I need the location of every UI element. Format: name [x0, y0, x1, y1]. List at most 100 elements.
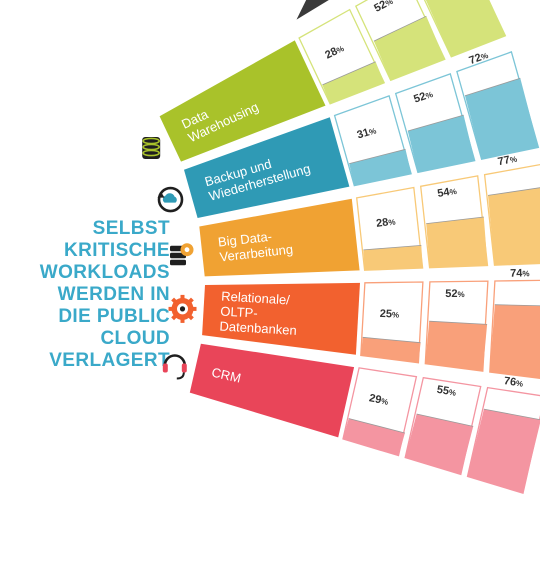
category-label-line: Datenbanken — [219, 318, 297, 337]
bar-level-line — [348, 418, 405, 434]
bar-4-1: 55% — [404, 376, 482, 476]
headline-line-1: SELBST — [92, 218, 170, 239]
bar-fill — [465, 78, 539, 160]
data-label-unit: % — [509, 155, 518, 165]
bar-level-line — [487, 187, 540, 196]
data-label: 76% — [503, 375, 524, 390]
bar-3-2: 74% — [489, 267, 540, 380]
data-label: 72% — [467, 49, 489, 67]
headline-line-2: KRITISCHE — [64, 240, 170, 261]
bar-3-1: 52% — [424, 280, 489, 372]
bar-0-1: 52% — [354, 0, 446, 82]
headset-icon — [162, 354, 187, 380]
bar-level-line — [363, 245, 422, 251]
category-label-band — [199, 198, 360, 277]
headline-line-6: CLOUD — [100, 328, 170, 349]
data-label-value: 52 — [412, 90, 427, 105]
data-label-unit: % — [335, 44, 345, 55]
bar-fill — [360, 337, 421, 363]
data-label-unit: % — [458, 290, 465, 299]
column-marker-triangle — [296, 0, 329, 20]
category-label-band — [159, 40, 326, 162]
category-label-line: Big Data- — [217, 229, 273, 250]
category-label-line: CRM — [210, 365, 242, 386]
data-label-value: 29 — [368, 392, 382, 406]
bar-level-line — [483, 408, 540, 421]
bar-level-line — [349, 148, 406, 164]
data-label: 52% — [412, 88, 434, 106]
data-label-unit: % — [384, 0, 395, 8]
data-label-value: 52 — [372, 0, 388, 15]
category-label: CRM — [210, 365, 242, 386]
category-label-line: OLTP- — [220, 304, 258, 321]
data-label: 77% — [497, 153, 518, 169]
network-gear-icon — [168, 294, 197, 323]
category-label-band — [189, 343, 355, 438]
data-label: 52% — [372, 0, 395, 15]
headline: SELBST KRITISCHE WORKLOADS WERDEN IN DIE… — [20, 218, 170, 372]
bar-level-line — [429, 320, 488, 325]
data-label: 28% — [323, 42, 346, 61]
data-label-value: 54 — [437, 186, 452, 200]
category-label: Relationale/OLTP-Datenbanken — [219, 289, 299, 338]
headline-line-7: VERLAGERT — [49, 350, 170, 371]
bar-0-0: 28% — [298, 8, 386, 105]
cloud-sync-icon — [157, 186, 184, 213]
data-label: 25% — [380, 308, 400, 321]
data-label-value: 25 — [380, 308, 393, 321]
bar-fill — [407, 115, 475, 173]
bar-fill — [343, 418, 405, 456]
bar-fill — [425, 0, 506, 57]
data-label-unit: % — [380, 397, 389, 407]
bar-fill — [363, 245, 423, 271]
headline-line-5: DIE PUBLIC — [58, 306, 170, 327]
bar-0-2: 74% — [423, 0, 507, 58]
data-label-unit: % — [368, 126, 377, 137]
bar-fill — [405, 414, 474, 475]
data-label: 29% — [368, 392, 389, 408]
data-label-value: 77 — [497, 154, 511, 168]
database-icon — [142, 137, 161, 159]
data-label-value: 31 — [356, 126, 371, 141]
bar-2-0: 28% — [355, 186, 424, 271]
bar-1-2: 72% — [456, 49, 540, 160]
bar-2-2: 77% — [483, 153, 540, 266]
data-label-unit: % — [515, 379, 523, 389]
data-label-unit: % — [424, 90, 434, 101]
bar-1-1: 52% — [394, 73, 476, 174]
bar-level-line — [494, 304, 540, 307]
bar-fill — [467, 409, 540, 494]
category-label-line: Relationale/ — [221, 289, 291, 308]
category-label-band — [184, 117, 350, 218]
bar-level-line — [362, 336, 421, 344]
data-label-value: 55 — [436, 384, 450, 398]
category-icons — [142, 137, 197, 380]
data-label-unit: % — [392, 310, 400, 319]
data-label: 28% — [375, 216, 396, 230]
data-label-value: 72 — [467, 52, 483, 68]
data-label-value: 28 — [375, 216, 389, 229]
data-label-value: 52 — [445, 288, 457, 300]
bar-fill — [489, 304, 540, 379]
headline-line-3: WORKLOADS — [39, 262, 170, 283]
bar-3-0: 25% — [360, 281, 424, 364]
bar-fill — [349, 149, 412, 186]
bar-4-2: 76% — [466, 375, 540, 495]
bar-1-0: 31% — [333, 95, 412, 187]
bar-fill — [488, 187, 540, 266]
bar-fill — [425, 321, 488, 372]
data-label-unit: % — [522, 269, 529, 278]
bar-fill — [373, 16, 445, 81]
bar-2-1: 54% — [419, 175, 489, 269]
data-label-value: 74 — [510, 267, 523, 279]
data-label: 55% — [436, 384, 457, 399]
data-label-unit: % — [449, 187, 457, 197]
data-label: 31% — [356, 124, 378, 141]
bar-level-line — [426, 216, 484, 224]
data-label-unit: % — [448, 388, 457, 398]
bar-fill — [426, 217, 488, 268]
